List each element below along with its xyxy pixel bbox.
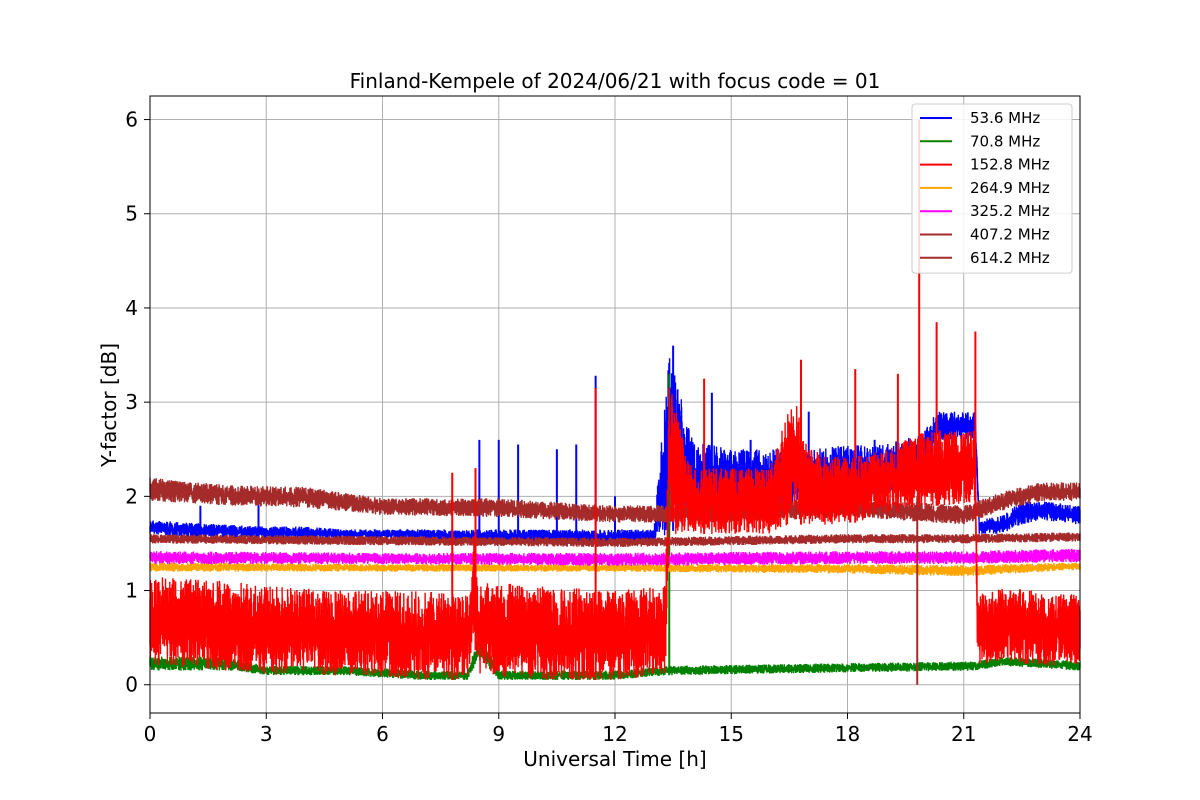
plot-area [149, 119, 1081, 685]
x-tick-label: 12 [602, 722, 627, 746]
legend-label: 53.6 MHz [970, 109, 1040, 127]
legend: 53.6 MHz 70.8 MHz 152.8 MHz 264.9 MHz 325.2… [911, 103, 1073, 274]
series-path [149, 477, 1081, 525]
series-path [149, 635, 1081, 681]
x-tick-label: 18 [835, 722, 860, 746]
legend-label: 152.8 MHz [970, 156, 1050, 174]
legend-box [911, 103, 1073, 274]
y-tick-label: 6 [125, 108, 138, 132]
y-tick-label: 2 [125, 484, 138, 508]
series-line [149, 477, 1081, 525]
x-tick-label: 6 [376, 722, 389, 746]
legend-label: 407.2 MHz [970, 226, 1050, 244]
series-line [149, 562, 1081, 577]
series-line [149, 548, 1081, 567]
x-tick-label: 0 [144, 722, 157, 746]
x-axis-label: Universal Time [h] [523, 747, 706, 771]
series-path [149, 532, 1081, 548]
x-tick-label: 3 [260, 722, 273, 746]
legend-label: 70.8 MHz [970, 132, 1040, 150]
x-tick-label: 9 [492, 722, 505, 746]
series-path [149, 387, 1081, 680]
x-tick-label: 21 [951, 722, 976, 746]
x-tick-label: 15 [719, 722, 744, 746]
series-path [149, 562, 1081, 577]
legend-label: 614.2 MHz [970, 249, 1050, 267]
y-tick-label: 1 [125, 579, 138, 603]
x-tick-label: 24 [1067, 722, 1092, 746]
legend-label: 264.9 MHz [970, 179, 1050, 197]
y-tick-label: 5 [125, 202, 138, 226]
chart-title: Finland-Kempele of 2024/06/21 with focus… [350, 69, 881, 93]
y-axis-label: Y-factor [dB] [97, 343, 121, 468]
y-tick-label: 3 [125, 390, 138, 414]
series-line [149, 532, 1081, 548]
legend-label: 325.2 MHz [970, 202, 1050, 220]
series-line [149, 119, 1081, 681]
y-tick-label: 0 [125, 673, 138, 697]
series-path [149, 548, 1081, 567]
y-tick-label: 4 [125, 296, 138, 320]
